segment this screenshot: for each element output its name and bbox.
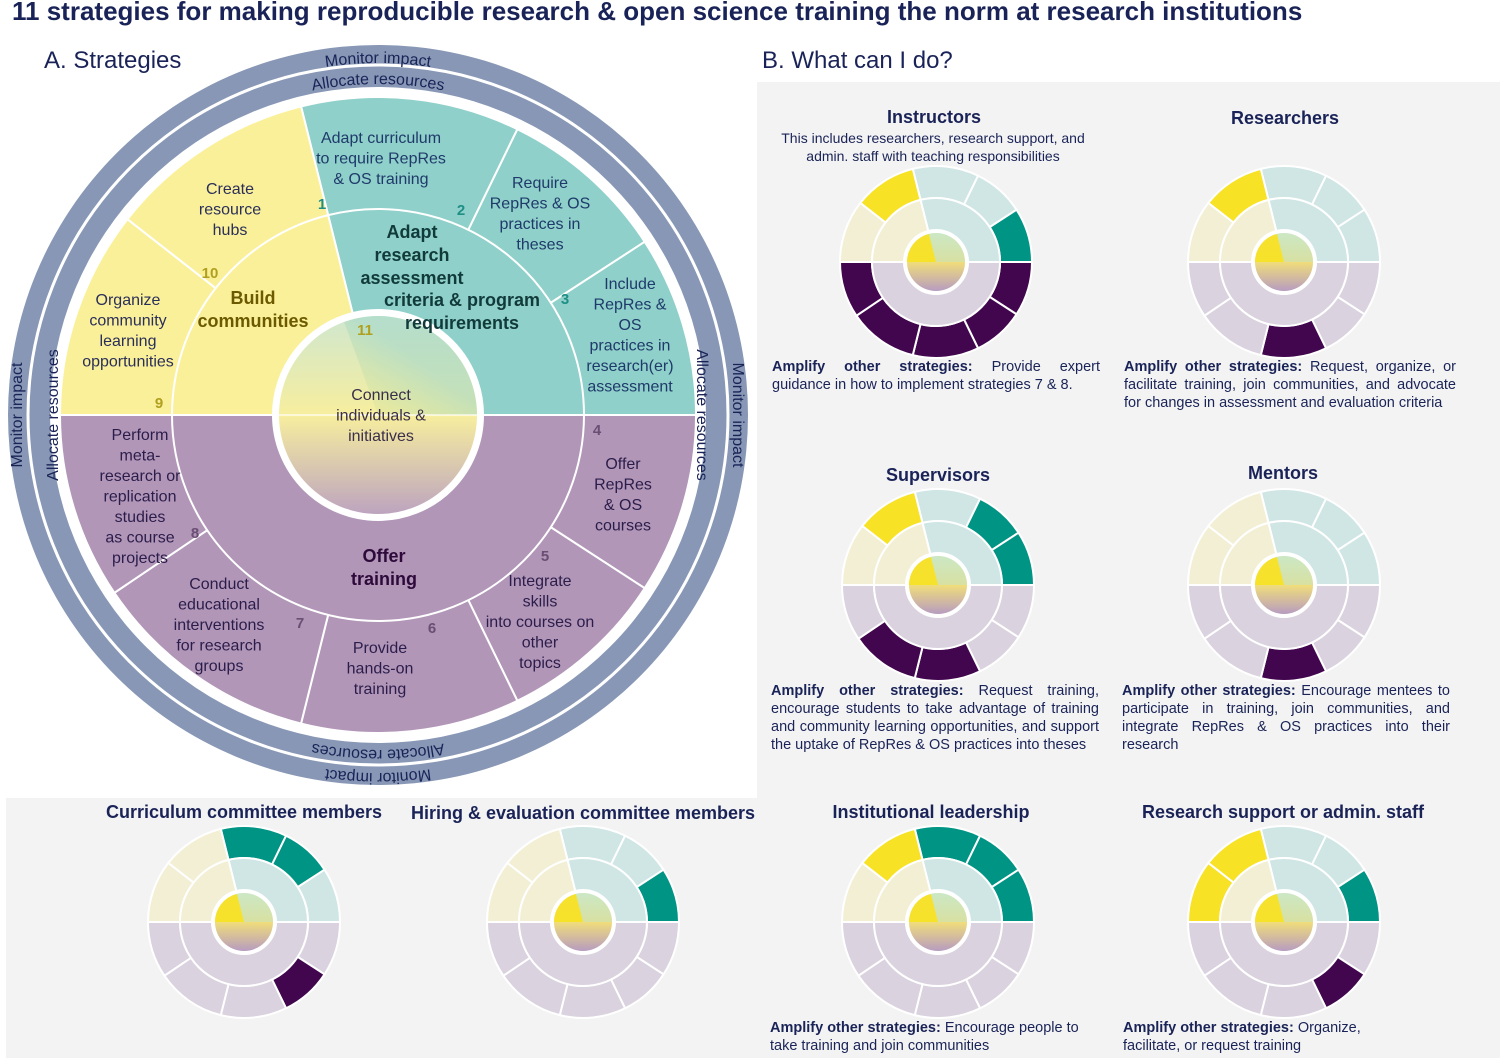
amplify-label: Amplify other strategies:	[1122, 683, 1296, 699]
role-amplify-support: Amplify other strategies: Organize, faci…	[1123, 1019, 1403, 1055]
strategy-label-3: Include RepRes & OS practices in research(er…	[586, 276, 673, 396]
amplify-label: Amplify other strategies:	[1123, 1020, 1294, 1036]
center-teal-slice	[344, 315, 477, 415]
strategy-label-10: Create resource hubs	[199, 181, 261, 239]
group-label-adapt-2: criteria & program requirements	[384, 290, 540, 333]
group-label-adapt: Adapt research assessment	[360, 222, 463, 288]
strategy-number-8: 8	[191, 525, 199, 542]
amplify-text: Request, organize, or facilitate trainin…	[1124, 359, 1456, 411]
amplify-label: Amplify other strategies:	[772, 359, 973, 375]
role-title-instructors: Instructors	[886, 107, 982, 127]
group-offer-sector	[170, 414, 586, 622]
group-label-offer: Offer training	[351, 546, 417, 589]
strategy-label-1: Adapt curriculum to require RepRes & OS tr…	[316, 130, 446, 188]
role-title-supervisors: Supervisors	[885, 465, 991, 485]
strategy-number-6: 6	[428, 620, 436, 637]
role-title-leadership: Institutional leadership	[832, 802, 1030, 822]
strategy-number-3: 3	[561, 291, 569, 308]
amplify-text: Encourage people to take training and jo…	[770, 1020, 1079, 1054]
side-monitor-right: Monitor impact	[729, 363, 746, 468]
arcAllTop-label: Allocate resources	[310, 71, 446, 94]
strategy-number-4: 4	[593, 422, 602, 439]
role-title-hiring: Hiring & evaluation committee members	[410, 803, 756, 823]
role-title-mentors: Mentors	[1247, 463, 1318, 483]
strategy-label-9: Organize community learning opportunities	[82, 292, 174, 371]
strategy-number-1: 1	[318, 196, 326, 213]
group-build-sector	[170, 213, 354, 416]
role-amplify-researchers: Amplify other strategies: Request, organ…	[1124, 358, 1456, 412]
strategy-label-7: Conduct educational interventions for resea…	[174, 576, 265, 675]
mini-wheel-instructors	[838, 165, 1034, 359]
strategy-label-6: Provide hands-on training	[347, 640, 414, 698]
mini-wheel-mentors	[1186, 488, 1382, 682]
mini-wheel-researchers	[1186, 165, 1382, 359]
amplify-label: Amplify other strategies:	[1124, 359, 1303, 375]
side-monitor-left: Monitor impact	[9, 362, 26, 467]
mini-wheel-support	[1186, 825, 1382, 1019]
mini-wheel-curriculum	[146, 825, 342, 1019]
role-title-researchers: Researchers	[1230, 108, 1340, 128]
center-label-connect: Connect individuals & initiatives	[336, 387, 426, 445]
strategy-number-11: 11	[357, 322, 373, 339]
strategy-number-2: 2	[457, 202, 465, 219]
role-amplify-mentors: Amplify other strategies: Encourage ment…	[1122, 682, 1450, 754]
group-label-build: Build communities	[197, 288, 308, 331]
section-b-heading: B. What can I do?	[762, 47, 953, 74]
side-allocate-left: Allocate resources	[45, 349, 62, 481]
strategy-number-7: 7	[296, 615, 304, 632]
strategy-label-8: Perform meta-research or replication studie…	[100, 427, 182, 567]
mini-wheel-leadership	[840, 825, 1036, 1019]
strategy-label-2: Require RepRes & OS practices in theses	[490, 175, 590, 254]
amplify-text: Organize, facilitate, or request trainin…	[1123, 1020, 1361, 1054]
section-a-heading: A. Strategies	[44, 47, 182, 74]
role-subtitle-instructors: This includes researchers, research supp…	[781, 130, 1085, 164]
amplify-label: Amplify other strategies:	[771, 683, 964, 699]
arcAllBot-label: Allocate resources	[310, 740, 446, 763]
strategy-label-5: Integrate skills into courses on other topic…	[486, 573, 595, 672]
side-allocate-right: Allocate resources	[693, 349, 710, 481]
mini-wheel-hiring	[485, 825, 681, 1019]
strategy-number-9: 9	[155, 395, 163, 412]
mini-wheel-supervisors	[840, 488, 1036, 682]
amplify-text: Provide expert guidance in how to implem…	[772, 359, 1100, 393]
group-adapt-sector	[326, 208, 586, 416]
strategy-number-5: 5	[541, 548, 549, 565]
amplify-label: Amplify other strategies:	[770, 1020, 941, 1036]
amplify-text: Encourage mentees to participate in trai…	[1122, 683, 1450, 753]
strategy-label-4: Offer RepRes & OS courses	[594, 456, 652, 535]
strategy-number-10: 10	[202, 265, 219, 282]
role-amplify-leadership: Amplify other strategies: Encourage peop…	[770, 1019, 1110, 1055]
role-amplify-instructors: Amplify other strategies: Provide expert…	[772, 358, 1100, 394]
role-title-curriculum: Curriculum committee members	[105, 802, 383, 822]
amplify-text: Request training, encourage students to …	[771, 683, 1099, 753]
role-amplify-supervisors: Amplify other strategies: Request traini…	[771, 682, 1099, 754]
arcMonBot-label: Monitor impact	[323, 765, 432, 786]
figure-title: 11 strategies for making reproducible re…	[12, 0, 1303, 26]
arcMonTop-label: Monitor impact	[324, 50, 433, 71]
role-title-support: Research support or admin. staff	[1141, 802, 1425, 822]
